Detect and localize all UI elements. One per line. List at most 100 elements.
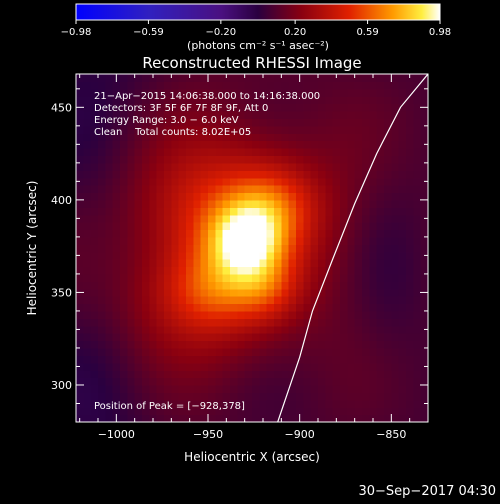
heatmap-cell	[127, 377, 136, 386]
heatmap-cell	[156, 310, 165, 319]
heatmap-cell	[384, 399, 392, 408]
heatmap-cell	[193, 244, 202, 253]
heatmap-cell	[318, 214, 326, 223]
heatmap-cell	[274, 96, 282, 105]
heatmap-cell	[134, 229, 143, 238]
heatmap-cell	[149, 88, 158, 97]
heatmap-cell	[98, 81, 106, 90]
heatmap-cell	[186, 74, 194, 83]
heatmap-cell	[303, 111, 312, 120]
heatmap-cell	[318, 362, 326, 371]
heatmap-cell	[318, 414, 326, 422]
heatmap-cell	[237, 370, 246, 379]
heatmap-cell	[354, 266, 363, 275]
heatmap-cell	[112, 81, 121, 90]
heatmap-cell	[310, 362, 319, 371]
heatmap-cell	[281, 296, 290, 305]
heatmap-cell	[142, 155, 150, 164]
heatmap-cell	[406, 333, 414, 342]
info-block: 21−Apr−2015 14:06:38.000 to 14:16:38.000…	[94, 91, 320, 138]
heatmap-cell	[200, 347, 209, 356]
heatmap-cell	[193, 266, 202, 275]
heatmap-cell	[127, 148, 136, 157]
heatmap-cell	[178, 140, 187, 149]
heatmap-cell	[318, 103, 326, 112]
heatmap-cell	[222, 118, 231, 127]
heatmap-cell	[376, 399, 385, 408]
heatmap-cell	[171, 74, 180, 83]
heatmap-cell	[105, 281, 114, 290]
heatmap-cell	[193, 384, 202, 393]
colorbar-tick-label: 0.20	[284, 27, 306, 38]
heatmap-cell	[105, 414, 114, 422]
heatmap-cell	[376, 370, 385, 379]
heatmap-cell	[120, 244, 128, 253]
heatmap-cell	[127, 118, 136, 127]
heatmap-cell	[398, 362, 407, 371]
heatmap-cell	[193, 347, 202, 356]
heatmap-cell	[398, 325, 407, 334]
heatmap-cell	[200, 310, 209, 319]
heatmap-cell	[215, 96, 224, 105]
heatmap-cell	[105, 140, 114, 149]
heatmap-cell	[384, 296, 392, 305]
heatmap-cell	[303, 414, 312, 422]
heatmap-cell	[325, 244, 334, 253]
heatmap-cell	[252, 340, 260, 349]
heatmap-cell	[142, 170, 150, 179]
heatmap-cell	[178, 281, 187, 290]
heatmap-cell	[376, 244, 385, 253]
heatmap-cell	[76, 281, 84, 290]
heatmap-cell	[127, 333, 136, 342]
heatmap-cell	[406, 303, 414, 312]
heatmap-cell	[244, 214, 253, 223]
heatmap-cell	[332, 170, 341, 179]
heatmap-cell	[259, 281, 268, 290]
heatmap-cell	[332, 303, 341, 312]
heatmap-cell	[112, 325, 121, 334]
heatmap-cell	[340, 355, 348, 364]
heatmap-cell	[376, 377, 385, 386]
heatmap-cell	[259, 355, 268, 364]
heatmap-cell	[325, 407, 334, 416]
heatmap-cell	[156, 333, 165, 342]
heatmap-cell	[244, 340, 253, 349]
heatmap-cell	[83, 192, 92, 201]
heatmap-cell	[222, 192, 231, 201]
heatmap-cell	[318, 162, 326, 171]
heatmap-cell	[90, 303, 99, 312]
heatmap-cell	[112, 399, 121, 408]
heatmap-cell	[149, 125, 158, 134]
heatmap-cell	[281, 325, 290, 334]
heatmap-cell	[362, 88, 370, 97]
heatmap-cell	[208, 222, 216, 231]
heatmap-cell	[193, 303, 202, 312]
heatmap-cell	[164, 340, 172, 349]
heatmap-cell	[391, 259, 400, 268]
heatmap-cell	[259, 140, 268, 149]
heatmap-cell	[252, 259, 260, 268]
heatmap-cell	[178, 88, 187, 97]
heatmap-cell	[354, 140, 363, 149]
heatmap-cell	[376, 192, 385, 201]
heatmap-cell	[266, 273, 275, 282]
heatmap-cell	[149, 96, 158, 105]
heatmap-cell	[171, 199, 180, 208]
heatmap-cell	[76, 148, 84, 157]
heatmap-cell	[281, 74, 290, 83]
heatmap-cell	[391, 96, 400, 105]
heatmap-cell	[354, 236, 363, 245]
heatmap-cell	[288, 288, 297, 297]
heatmap-cell	[376, 118, 385, 127]
heatmap-cell	[215, 236, 224, 245]
heatmap-cell	[90, 125, 99, 134]
heatmap-cell	[391, 111, 400, 120]
heatmap-cell	[90, 214, 99, 223]
heatmap-cell	[83, 303, 92, 312]
heatmap-cell	[420, 192, 428, 201]
heatmap-cell	[266, 266, 275, 275]
heatmap-cell	[288, 355, 297, 364]
heatmap-cell	[347, 155, 356, 164]
heatmap-cell	[310, 214, 319, 223]
heatmap-cell	[406, 347, 414, 356]
